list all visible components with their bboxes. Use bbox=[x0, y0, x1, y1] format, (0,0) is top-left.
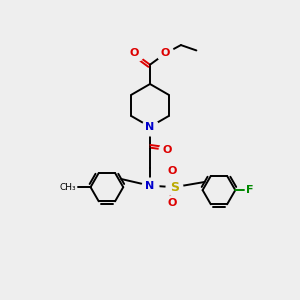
Text: O: O bbox=[167, 166, 177, 176]
Text: F: F bbox=[246, 185, 253, 195]
Text: S: S bbox=[170, 181, 179, 194]
Text: O: O bbox=[130, 48, 139, 59]
Text: O: O bbox=[163, 145, 172, 155]
Text: N: N bbox=[146, 181, 154, 191]
Text: CH₃: CH₃ bbox=[60, 183, 76, 192]
Text: O: O bbox=[167, 199, 177, 208]
Text: N: N bbox=[146, 122, 154, 132]
Text: O: O bbox=[161, 48, 170, 59]
